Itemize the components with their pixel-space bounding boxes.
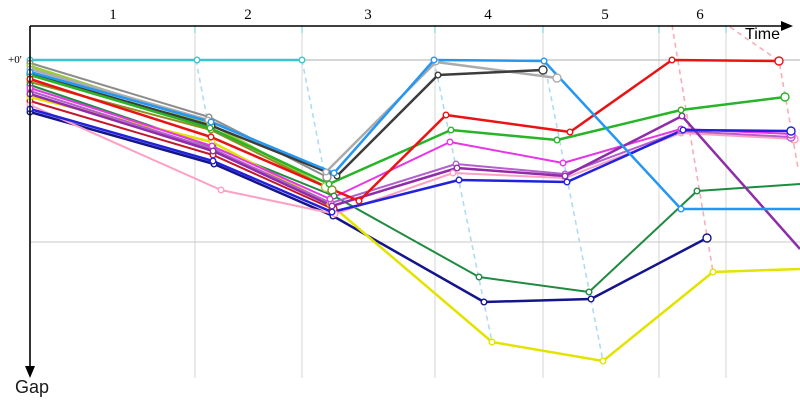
dashed-line-leader-drop-1 [195, 59, 215, 156]
markers-layer [26, 56, 799, 365]
checkpoint-marker-rider-blue[interactable] [209, 157, 217, 165]
dashed-line-time-cut-2 [729, 26, 799, 169]
checkpoint-marker-rider-navy[interactable] [702, 233, 712, 243]
axes-layer [25, 21, 793, 378]
time-tick-5: 5 [601, 7, 609, 23]
checkpoint-marker-rider-red[interactable] [774, 56, 784, 66]
checkpoint-marker-rider-purple[interactable] [678, 112, 686, 120]
time-tick-2: 2 [244, 7, 252, 23]
checkpoint-marker-rider-forestgreen[interactable] [693, 187, 701, 195]
checkpoint-marker-rider-black[interactable] [434, 71, 442, 79]
checkpoint-marker-rider-cyan-leader[interactable] [298, 56, 306, 64]
checkpoint-marker-rider-forestgreen[interactable] [585, 288, 593, 296]
checkpoint-marker-rider-silver[interactable] [322, 168, 330, 176]
checkpoint-marker-rider-purple[interactable] [561, 172, 569, 180]
time-tick-6: 6 [696, 7, 704, 23]
checkpoint-marker-rider-dodgerblue[interactable] [207, 118, 215, 126]
dashed-line-leader-drop-3 [433, 59, 493, 343]
checkpoint-marker-rider-pink[interactable] [217, 186, 225, 194]
checkpoint-marker-rider-purple[interactable] [328, 202, 336, 210]
checkpoint-marker-rider-red[interactable] [442, 111, 450, 119]
checkpoint-marker-rider-blue[interactable] [455, 176, 463, 184]
series-line-rider-yellow [29, 95, 800, 363]
checkpoint-marker-rider-red[interactable] [566, 128, 574, 136]
checkpoint-marker-rider-magenta[interactable] [446, 138, 454, 146]
time-tick-4: 4 [484, 7, 492, 23]
dashed-line-leader-drop-2 [301, 59, 332, 208]
series-line-rider-navy [29, 110, 708, 304]
checkpoint-marker-rider-limegreen[interactable] [677, 106, 685, 114]
checkpoint-marker-rider-red[interactable] [668, 56, 676, 64]
checkpoint-marker-rider-purple[interactable] [209, 147, 217, 155]
checkpoint-marker-rider-yellow[interactable] [709, 268, 717, 276]
gap-axis-label: Gap [15, 377, 49, 397]
checkpoint-marker-rider-navy[interactable] [587, 295, 595, 303]
checkpoint-marker-rider-limegreen[interactable] [325, 180, 333, 188]
time-axis-label: Time [745, 26, 780, 43]
zero-gap-label: +0' [8, 54, 22, 66]
checkpoint-marker-rider-blue[interactable] [328, 208, 336, 216]
time-tick-1: 1 [109, 7, 117, 23]
checkpoint-marker-rider-dodgerblue[interactable] [540, 57, 548, 65]
checkpoint-marker-rider-purple[interactable] [453, 164, 461, 172]
checkpoint-marker-rider-limegreen[interactable] [780, 92, 790, 102]
checkpoint-marker-rider-limegreen[interactable] [206, 124, 214, 132]
checkpoint-marker-rider-forestgreen[interactable] [475, 273, 483, 281]
checkpoint-marker-rider-limegreen[interactable] [553, 136, 561, 144]
dashed-line-leader-drop-4 [543, 60, 604, 362]
checkpoint-marker-rider-yellow[interactable] [599, 357, 607, 365]
checkpoint-marker-rider-yellow[interactable] [488, 338, 496, 346]
time-axis-arrowhead [781, 21, 793, 31]
checkpoint-marker-rider-pink[interactable] [449, 169, 457, 177]
checkpoint-marker-rider-blue[interactable] [679, 126, 687, 134]
checkpoint-marker-rider-magenta[interactable] [559, 159, 567, 167]
checkpoint-marker-rider-blue[interactable] [563, 178, 571, 186]
checkpoint-marker-rider-cyan-leader[interactable] [193, 56, 201, 64]
time-tick-3: 3 [364, 7, 372, 23]
checkpoint-marker-rider-red[interactable] [355, 197, 363, 205]
checkpoint-marker-rider-silver[interactable] [552, 73, 562, 83]
dashed-line-time-cut-1 [671, 24, 714, 273]
checkpoint-marker-rider-limegreen[interactable] [447, 126, 455, 134]
checkpoint-marker-rider-magenta[interactable] [326, 195, 334, 203]
checkpoint-marker-rider-dodgerblue[interactable] [430, 56, 438, 64]
checkpoint-marker-rider-blue[interactable] [786, 126, 796, 136]
checkpoint-marker-rider-black[interactable] [538, 65, 548, 75]
checkpoint-marker-rider-navy[interactable] [480, 298, 488, 306]
checkpoint-marker-rider-red[interactable] [207, 133, 215, 141]
checkpoint-marker-rider-dodgerblue[interactable] [677, 205, 685, 213]
gap-axis-arrowhead [25, 366, 35, 378]
tick-labels-layer: 1 2 3 4 5 6 [109, 7, 704, 23]
checkpoint-marker-rider-dodgerblue[interactable] [330, 169, 338, 177]
dashed-lines-layer [195, 24, 799, 362]
